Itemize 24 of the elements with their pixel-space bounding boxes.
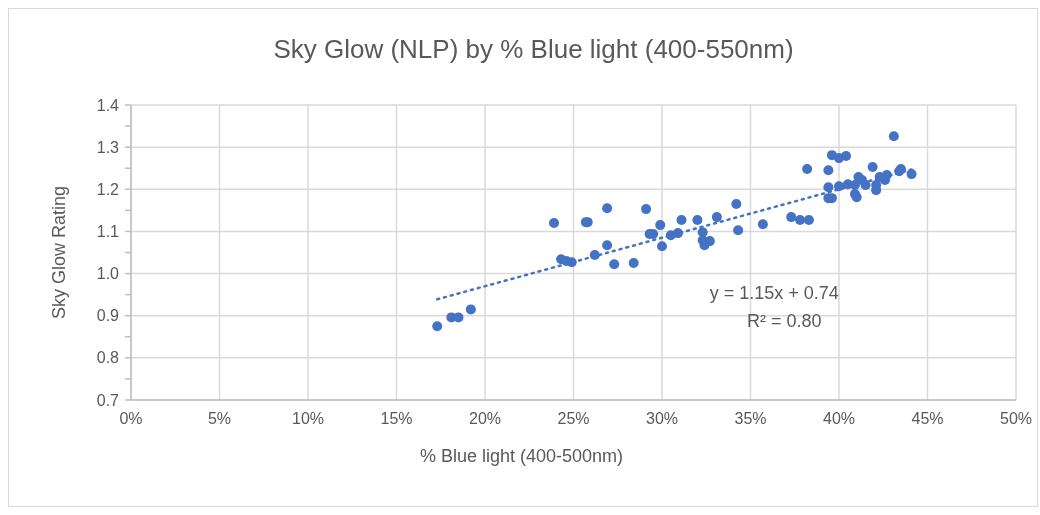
- x-tick-label: 40%: [822, 410, 856, 427]
- y-tick-label: 1.1: [96, 223, 120, 241]
- x-tick-label: 35%: [734, 410, 767, 427]
- y-tick-label: 0.9: [96, 307, 120, 325]
- chart-title: Sky Glow (NLP) by % Blue light (400-550nm): [273, 34, 794, 64]
- x-tick-label: 30%: [645, 410, 679, 427]
- x-tick-label: 25%: [557, 410, 590, 427]
- annotation: y = 1.15x + 0.74: [709, 283, 839, 304]
- x-tick-label: 50%: [999, 410, 1033, 427]
- y-tick-label: 1.4: [96, 96, 120, 114]
- x-tick-label: 5%: [207, 410, 232, 427]
- x-tick-label: 10%: [291, 410, 325, 427]
- y-tick-label: 0.7: [96, 391, 120, 409]
- x-tick-label: 20%: [468, 410, 502, 427]
- x-axis-title: % Blue light (400-500nm): [419, 446, 624, 466]
- y-tick-label: 1.3: [96, 138, 120, 156]
- x-tick-label: 45%: [911, 410, 944, 427]
- annotation: R² = 0.80: [747, 311, 822, 332]
- y-tick-label: 1.2: [96, 180, 120, 198]
- y-axis-title: Sky Glow Rating: [49, 185, 69, 320]
- x-tick-label: 15%: [380, 410, 413, 427]
- y-tick-label: 1.0: [96, 265, 120, 283]
- y-tick-label: 0.8: [96, 349, 120, 367]
- x-tick-label: 0%: [119, 410, 143, 427]
